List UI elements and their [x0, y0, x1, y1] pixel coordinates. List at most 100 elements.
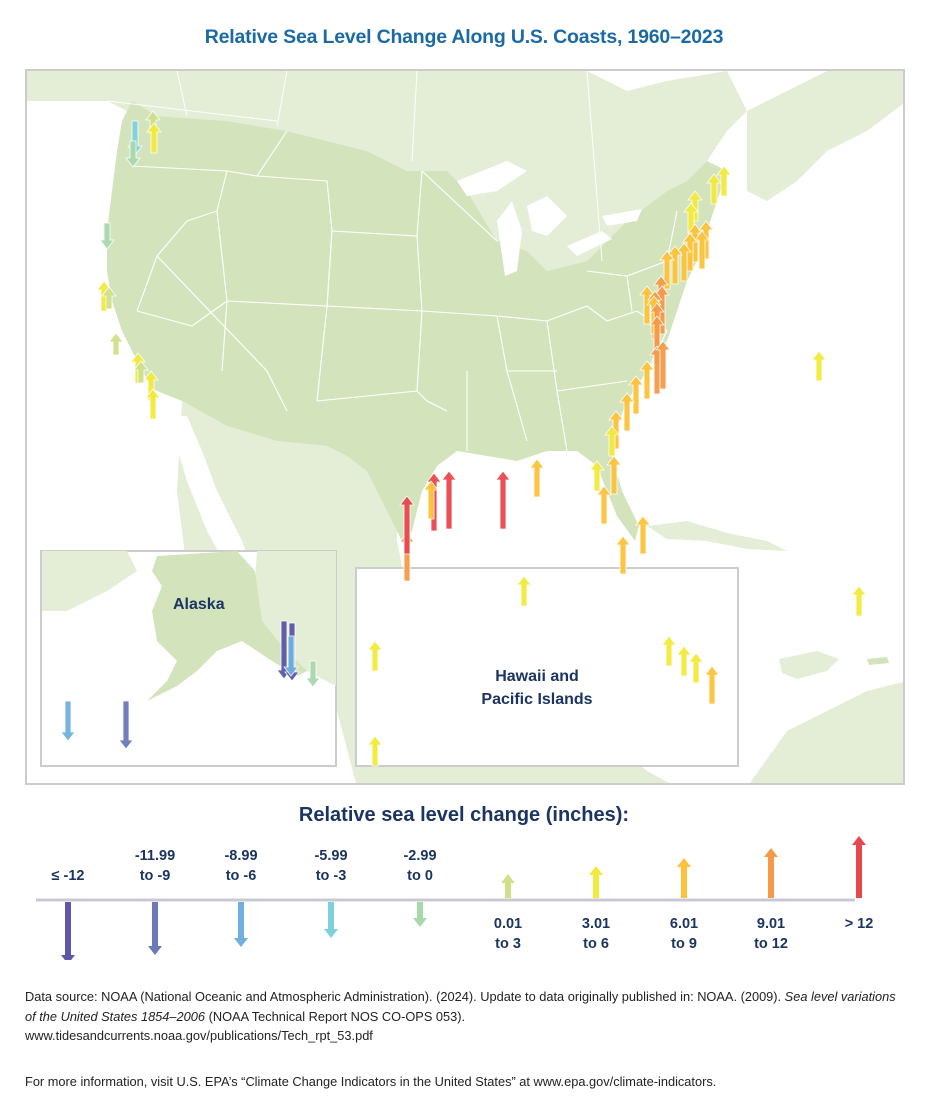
station-arrow: California - San Francisco: 0.01 to 3	[101, 286, 117, 310]
station-arrow: Florida - Fernandina Beach: 3.01 to 6	[604, 425, 620, 457]
canada-land	[27, 71, 747, 271]
legend-label--3to0: -2.99 to 0	[403, 848, 437, 884]
state-border	[156, 255, 288, 412]
legend-label--9to-6: -8.99 to -6	[224, 848, 258, 884]
station-arrow: Louisiana - Grand Isle: > 12	[495, 470, 511, 530]
station-arrow: Connecticut - New London: 6.01 to 9	[676, 242, 692, 282]
province-border	[411, 71, 418, 162]
legend-arrow--3to0	[413, 902, 427, 927]
state-border	[131, 165, 228, 222]
alaska-inset-label: Alaska	[173, 596, 225, 613]
station-arrow: Florida - Mayport: 6.01 to 9	[606, 455, 622, 495]
station-arrow: Hawaii - Honolulu: 3.01 to 6	[676, 645, 692, 677]
legend-label-3to6: 3.01 to 6	[581, 916, 611, 952]
station-arrows: Washington - Strait of Juan de Fuca: -5.…	[60, 110, 867, 767]
state-border	[316, 390, 418, 402]
station-arrow: Texas - Port Isabel: 9.01 to 12	[399, 532, 415, 582]
station-arrow: Hawaii - Kahului: 3.01 to 6	[688, 652, 704, 684]
station-arrow: Florida - Key West: 6.01 to 9	[615, 535, 631, 575]
station-arrow: Puerto Rico - San Juan: 3.01 to 6	[851, 585, 867, 617]
hawaii-inset-frame	[355, 567, 739, 767]
state-border	[216, 210, 228, 302]
lake-erie	[567, 231, 612, 256]
station-arrow: Georgia - Fort Pulaski: 6.01 to 9	[608, 410, 624, 450]
station-arrow: Hawaii - Hilo: 6.01 to 9	[704, 665, 720, 705]
state-border	[136, 300, 228, 327]
station-arrow: Florida - St. Petersburg: 6.01 to 9	[596, 485, 612, 525]
station-arrow: Alaska - Unalaska: -11.99 to -9	[118, 700, 134, 750]
state-border	[416, 390, 448, 412]
lake-ontario	[602, 209, 642, 226]
station-arrow: Florida - Miami area: 6.01 to 9	[635, 515, 651, 555]
map-title: Relative Sea Level Change Along U.S. Coa…	[204, 26, 724, 48]
station-arrow: Alaska - Ketchikan: -2.99 to 0	[305, 660, 321, 688]
sea-level-map: Washington - Strait of Juan de Fuca: -5.…	[27, 71, 903, 783]
state-border	[626, 275, 633, 312]
station-arrow: Florida - Pensacola: 6.01 to 9	[529, 458, 545, 498]
province-border	[276, 71, 288, 127]
legend-arrow-le-12	[61, 902, 75, 960]
legend-label-6to9: 6.01 to 9	[669, 916, 699, 952]
station-arrow: Texas - Corpus Christi: > 12	[399, 495, 415, 555]
station-arrow: North Carolina - Duck: 6.01 to 9	[639, 360, 655, 400]
more-info-note: For more information, visit U.S. EPA’s “…	[25, 1074, 717, 1089]
station-arrow: Maine - Bar Harbor: 3.01 to 6	[706, 173, 722, 205]
state-border	[256, 175, 333, 232]
state-border	[421, 170, 498, 242]
hispaniola-land	[779, 651, 839, 679]
contiguous-us-land	[107, 101, 727, 541]
station-arrow: Texas - Galveston Pleasure Pier: > 12	[441, 470, 457, 530]
station-arrow: Washington - Seattle: 3.01 to 6	[146, 122, 162, 154]
station-arrow: Alaska - Juneau: -8.99 to -6	[283, 635, 299, 677]
legend-title: Relative sea level change (inches):	[298, 804, 630, 826]
station-arrow: North Carolina - Wilmington: 6.01 to 9	[628, 375, 644, 415]
legend-label--6to-3: -5.99 to -3	[314, 848, 348, 884]
lake-superior	[457, 161, 527, 196]
map-frame: Washington - Strait of Juan de Fuca: -5.…	[25, 69, 905, 785]
legend-arrow-0to3	[501, 874, 515, 898]
source-url[interactable]: www.tidesandcurrents.noaa.gov/publicatio…	[25, 1028, 373, 1043]
south-america-land	[749, 682, 903, 783]
station-arrow: Virginia - Kiptopeke: 9.01 to 12	[655, 340, 671, 390]
station-arrow: New York - Montauk: 6.01 to 9	[667, 245, 683, 285]
legend-arrow-gt12	[852, 836, 866, 898]
station-arrow: Hawaii - Midway: 3.01 to 6	[516, 575, 532, 607]
station-arrow: Hawaii - Nawiliwili: 3.01 to 6	[661, 635, 677, 667]
station-arrow: Alaska - Adak: -8.99 to -6	[60, 700, 76, 742]
source-title: Sea level variations of the United State…	[25, 989, 896, 1024]
station-arrow: Northern California - Crescent City: -2.…	[99, 222, 115, 250]
legend-label-le-12: ≤ -12	[51, 868, 85, 884]
station-arrow: Washington coast: -2.99 to 0	[125, 140, 141, 168]
legend-arrow--9to-6	[234, 902, 248, 947]
state-border	[221, 300, 228, 372]
station-arrow: New York - The Battery: 6.01 to 9	[659, 250, 675, 290]
legend-arrow--6to-3	[324, 902, 338, 938]
legend-arrow-3to6	[589, 866, 603, 898]
state-border	[326, 230, 333, 307]
legend-arrow--12to-9	[148, 902, 162, 955]
station-arrow: Maine - Eastport: 3.01 to 6	[716, 165, 732, 197]
station-arrow: Texas - Galveston Pier: 6.01 to 9	[423, 480, 439, 520]
station-arrow: Pacific - Kwajalein: 3.01 to 6	[367, 735, 383, 767]
state-border	[316, 305, 328, 402]
alaska-land	[147, 551, 307, 701]
legend-label-0to3: 0.01 to 3	[493, 916, 523, 952]
russia-land	[42, 551, 137, 611]
legend-label-gt12: > 12	[844, 916, 874, 932]
source-prefix: Data source: NOAA (National Oceanic and …	[25, 989, 785, 1004]
source-suffix: (NOAA Technical Report NOS CO-OPS 053).	[205, 1008, 466, 1024]
station-arrow: California - San Diego: 3.01 to 6	[145, 388, 161, 420]
yukon-bc-land	[252, 551, 336, 686]
station-arrow: Maine - Portland: 3.01 to 6	[687, 190, 703, 222]
lake-michigan	[497, 201, 522, 276]
data-source-note: Data source: NOAA (National Oceanic and …	[25, 987, 905, 1046]
state-border	[586, 305, 638, 322]
state-border	[556, 380, 628, 392]
legend-label--12to-9: -11.99 to -9	[134, 848, 176, 884]
station-arrow: California - Los Angeles: 0.01 to 3	[133, 360, 149, 384]
lake-huron	[527, 196, 567, 236]
station-arrow: Bermuda: 3.01 to 6	[811, 350, 827, 382]
state-border	[326, 305, 423, 312]
legend-arrow-9to12	[764, 848, 778, 898]
hawaii-inset-label: Hawaii and Pacific Islands	[481, 668, 593, 708]
